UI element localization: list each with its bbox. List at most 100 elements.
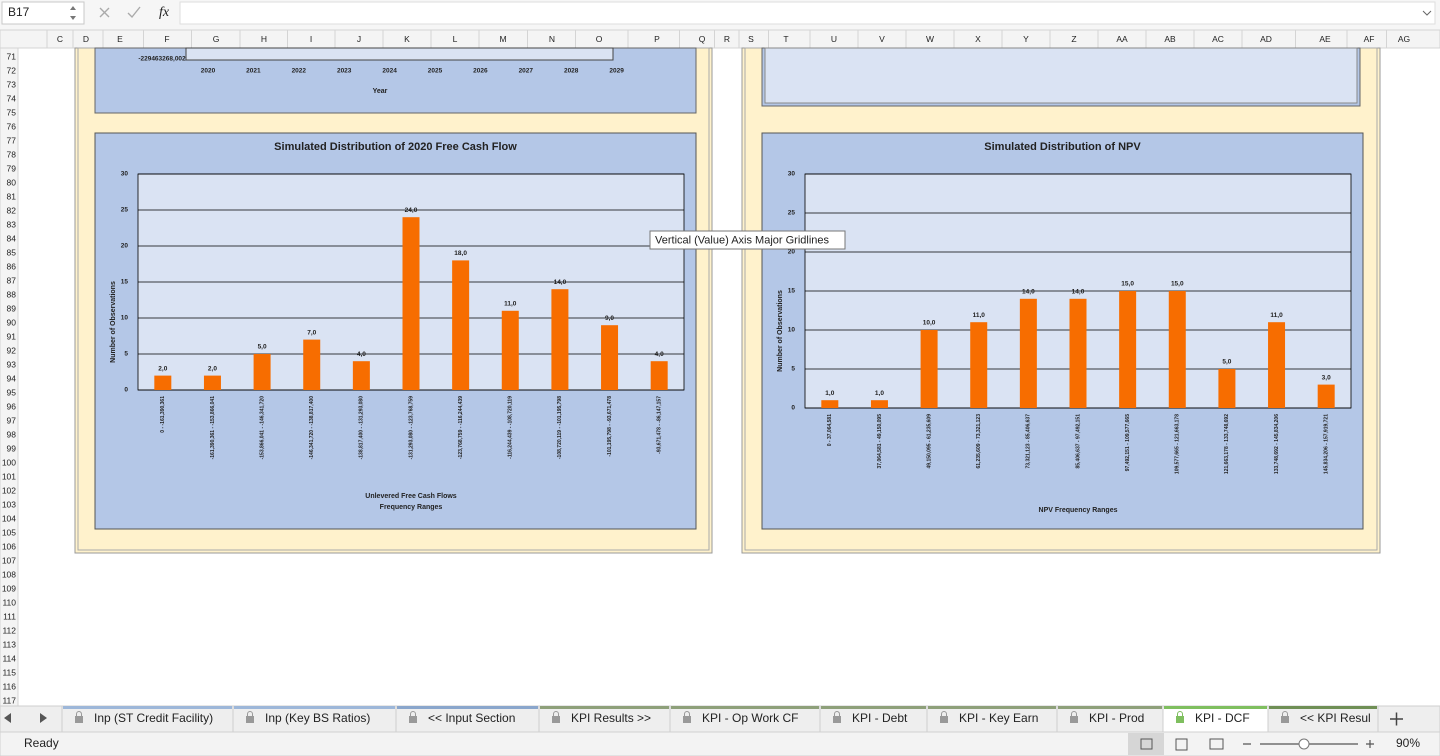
column-header[interactable]: AG — [1398, 34, 1410, 44]
column-header[interactable]: L — [453, 34, 458, 44]
bar[interactable] — [1119, 291, 1137, 408]
chart[interactable]: Simulated Distribution of NPV Number of O… — [761, 132, 1364, 530]
bar[interactable] — [1019, 298, 1037, 408]
bar[interactable] — [821, 400, 839, 408]
column-header[interactable]: S — [748, 34, 754, 44]
row-header[interactable]: 98 — [7, 429, 17, 439]
row-header[interactable]: 110 — [2, 597, 16, 607]
column-header[interactable]: F — [164, 34, 169, 44]
row-header[interactable]: 71 — [7, 51, 17, 61]
row-header[interactable]: 91 — [7, 331, 17, 341]
row-header[interactable]: 86 — [7, 261, 17, 271]
bar[interactable] — [303, 339, 321, 390]
row-header[interactable]: 94 — [7, 373, 17, 383]
row-header[interactable]: 99 — [7, 443, 17, 453]
enter-icon[interactable] — [127, 6, 141, 19]
row-header[interactable]: 95 — [7, 387, 17, 397]
column-header[interactable]: Y — [1023, 34, 1029, 44]
add-sheet[interactable] — [1390, 712, 1403, 726]
row-header[interactable]: 114 — [2, 653, 16, 663]
row-header[interactable]: 81 — [7, 191, 17, 201]
row-header[interactable]: 90 — [7, 317, 17, 327]
page-break-icon[interactable] — [1209, 738, 1224, 750]
row-header[interactable]: 115 — [2, 667, 16, 677]
row-header[interactable]: 108 — [2, 569, 16, 579]
column-header[interactable]: C — [57, 34, 63, 44]
sheet-tab[interactable] — [538, 705, 671, 733]
row-header[interactable]: 89 — [7, 303, 17, 313]
row-header[interactable]: 92 — [7, 345, 17, 355]
row-header[interactable]: 93 — [7, 359, 17, 369]
column-header[interactable]: Z — [1071, 34, 1076, 44]
normal-view[interactable] — [1128, 733, 1164, 755]
row-header[interactable]: 105 — [2, 527, 16, 537]
column-header[interactable]: K — [404, 34, 410, 44]
column-header[interactable]: P — [654, 34, 660, 44]
bar[interactable] — [1317, 384, 1335, 408]
bar[interactable] — [402, 217, 420, 390]
row-header[interactable]: 100 — [2, 457, 16, 467]
row-header[interactable]: 73 — [7, 79, 17, 89]
column-header[interactable]: M — [499, 34, 506, 44]
column-header[interactable]: U — [831, 34, 837, 44]
column-header[interactable]: E — [117, 34, 123, 44]
row-header[interactable]: 80 — [7, 177, 17, 187]
bar[interactable] — [1218, 369, 1236, 408]
column-header[interactable]: G — [213, 34, 220, 44]
column-header[interactable]: R — [724, 34, 730, 44]
bar[interactable] — [870, 400, 888, 408]
row-header[interactable]: 96 — [7, 401, 17, 411]
cancel-icon[interactable] — [99, 7, 110, 18]
row-header[interactable]: 74 — [7, 93, 17, 103]
row-header[interactable]: 111 — [3, 611, 16, 621]
row-header[interactable]: 77 — [7, 135, 17, 145]
sheet-tab[interactable] — [669, 705, 821, 733]
row-header[interactable]: 109 — [2, 583, 16, 593]
formula-input[interactable] — [179, 1, 1436, 25]
bar[interactable] — [501, 310, 519, 390]
name-box-arrows[interactable] — [70, 6, 76, 20]
expand-icon[interactable] — [1422, 10, 1432, 16]
column-header[interactable]: AB — [1164, 34, 1176, 44]
row-header[interactable]: 104 — [2, 513, 16, 523]
column-header[interactable]: AA — [1116, 34, 1128, 44]
zoom-thumb[interactable] — [1298, 738, 1310, 750]
column-header[interactable]: J — [357, 34, 361, 44]
column-header[interactable]: Q — [699, 34, 706, 44]
column-header[interactable]: H — [261, 34, 267, 44]
column-header[interactable]: AF — [1364, 34, 1375, 44]
bar[interactable] — [253, 354, 271, 390]
row-header[interactable]: 72 — [7, 65, 17, 75]
column-header[interactable]: D — [83, 34, 89, 44]
row-header[interactable]: 112 — [2, 625, 16, 635]
bar[interactable] — [1168, 291, 1186, 408]
row-header[interactable]: 103 — [2, 499, 16, 509]
column-header[interactable]: X — [975, 34, 981, 44]
function-button[interactable]: fx — [159, 5, 170, 20]
column-header[interactable]: AE — [1319, 34, 1331, 44]
column-header[interactable]: W — [926, 34, 934, 44]
column-header[interactable]: N — [549, 34, 555, 44]
column-header[interactable]: O — [596, 34, 603, 44]
row-header[interactable]: 82 — [7, 205, 17, 215]
bar[interactable] — [650, 361, 668, 390]
row-header[interactable]: 97 — [7, 415, 17, 425]
row-header[interactable]: 87 — [7, 275, 17, 285]
row-header[interactable]: 85 — [7, 247, 17, 257]
bar[interactable] — [452, 260, 470, 390]
column-header[interactable]: V — [879, 34, 885, 44]
row-header[interactable]: 117 — [2, 695, 16, 705]
column-header[interactable]: I — [310, 34, 312, 44]
chart[interactable]: Simulated Distribution of 2020 Free Cash… — [94, 132, 697, 530]
column-header[interactable]: AD — [1260, 34, 1272, 44]
row-header[interactable]: 116 — [2, 681, 16, 691]
bar[interactable] — [970, 322, 988, 408]
row-header[interactable]: 107 — [2, 555, 16, 565]
row-header[interactable]: 83 — [7, 219, 17, 229]
bar[interactable] — [920, 330, 938, 408]
row-header[interactable]: 101 — [2, 471, 16, 481]
row-header[interactable]: 78 — [7, 149, 17, 159]
column-header[interactable]: T — [783, 34, 788, 44]
bar[interactable] — [1268, 322, 1286, 408]
row-header[interactable]: 102 — [2, 485, 16, 495]
